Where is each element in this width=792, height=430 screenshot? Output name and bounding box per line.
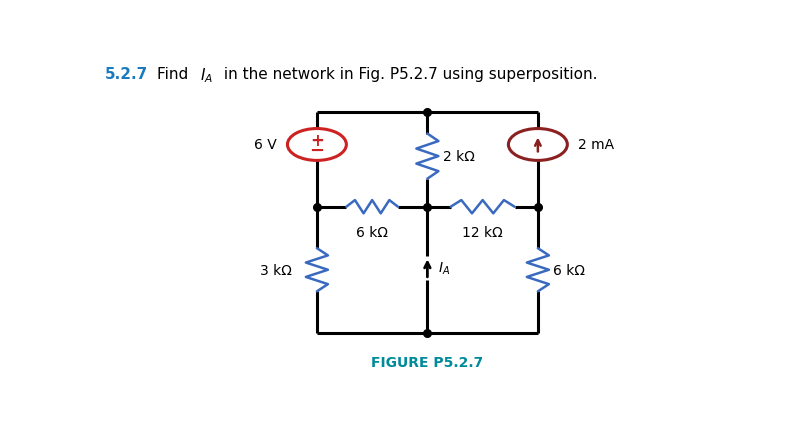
Text: 6 V: 6 V (254, 138, 277, 152)
Text: $I_A$: $I_A$ (200, 67, 213, 85)
Text: 3 kΩ: 3 kΩ (261, 263, 292, 277)
Text: FIGURE P5.2.7: FIGURE P5.2.7 (371, 356, 483, 369)
Text: −: − (310, 141, 325, 160)
Text: $I_A$: $I_A$ (439, 260, 451, 276)
Text: 6 kΩ: 6 kΩ (553, 263, 585, 277)
Text: 2 kΩ: 2 kΩ (443, 150, 474, 164)
Text: +: + (310, 132, 324, 150)
Text: Find: Find (158, 67, 193, 81)
Text: 6 kΩ: 6 kΩ (356, 225, 388, 240)
Text: in the network in Fig. P5.2.7 using superposition.: in the network in Fig. P5.2.7 using supe… (219, 67, 597, 81)
Text: 2 mA: 2 mA (578, 138, 614, 152)
Text: 5.2.7: 5.2.7 (105, 67, 148, 81)
Text: 12 kΩ: 12 kΩ (463, 225, 503, 240)
